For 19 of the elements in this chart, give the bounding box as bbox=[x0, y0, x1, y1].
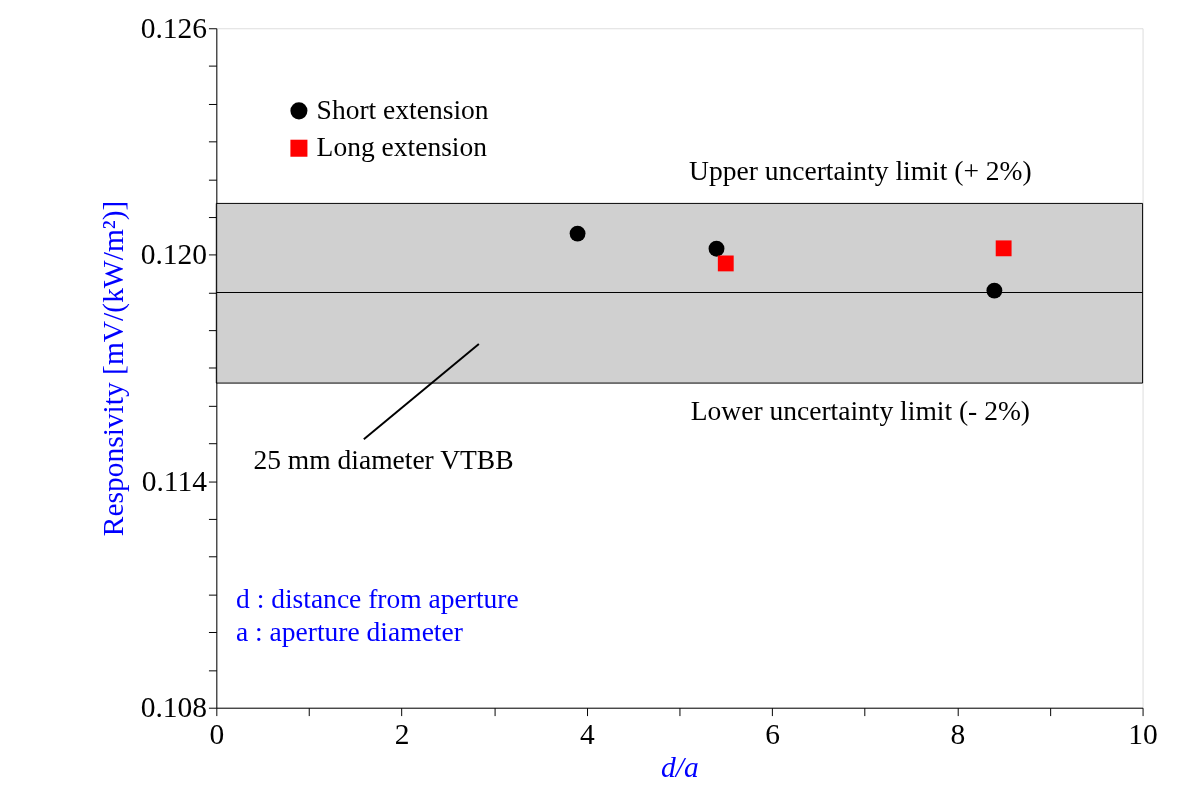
annotation: 25 mm diameter VTBB bbox=[253, 443, 514, 475]
x-tick-label: 6 bbox=[765, 717, 780, 750]
x-tick-label: 10 bbox=[1128, 717, 1158, 750]
x-tick-label: 8 bbox=[950, 717, 966, 750]
y-tick-label: 0.108 bbox=[140, 691, 207, 724]
annotation: a : aperture diameter bbox=[235, 615, 463, 647]
x-tick-label: 2 bbox=[394, 717, 410, 750]
x-axis-title: d/a bbox=[661, 751, 699, 784]
legend-label: Long extension bbox=[316, 131, 488, 163]
annotation: d : distance from aperture bbox=[235, 583, 519, 615]
x-tick-label: 0 bbox=[209, 717, 225, 750]
annotation: Lower uncertainty limit (- 2%) bbox=[690, 394, 1031, 426]
annotation: Upper uncertainty limit (+ 2%) bbox=[689, 154, 1032, 186]
legend-label: Short extension bbox=[316, 93, 489, 125]
y-tick-label: 0.126 bbox=[140, 11, 207, 44]
y-axis-title: Responsivity [mV/(kW/m²)] bbox=[96, 200, 130, 537]
y-tick-label: 0.114 bbox=[141, 464, 208, 497]
x-tick-label: 4 bbox=[579, 717, 595, 750]
y-tick-label: 0.120 bbox=[140, 238, 207, 271]
